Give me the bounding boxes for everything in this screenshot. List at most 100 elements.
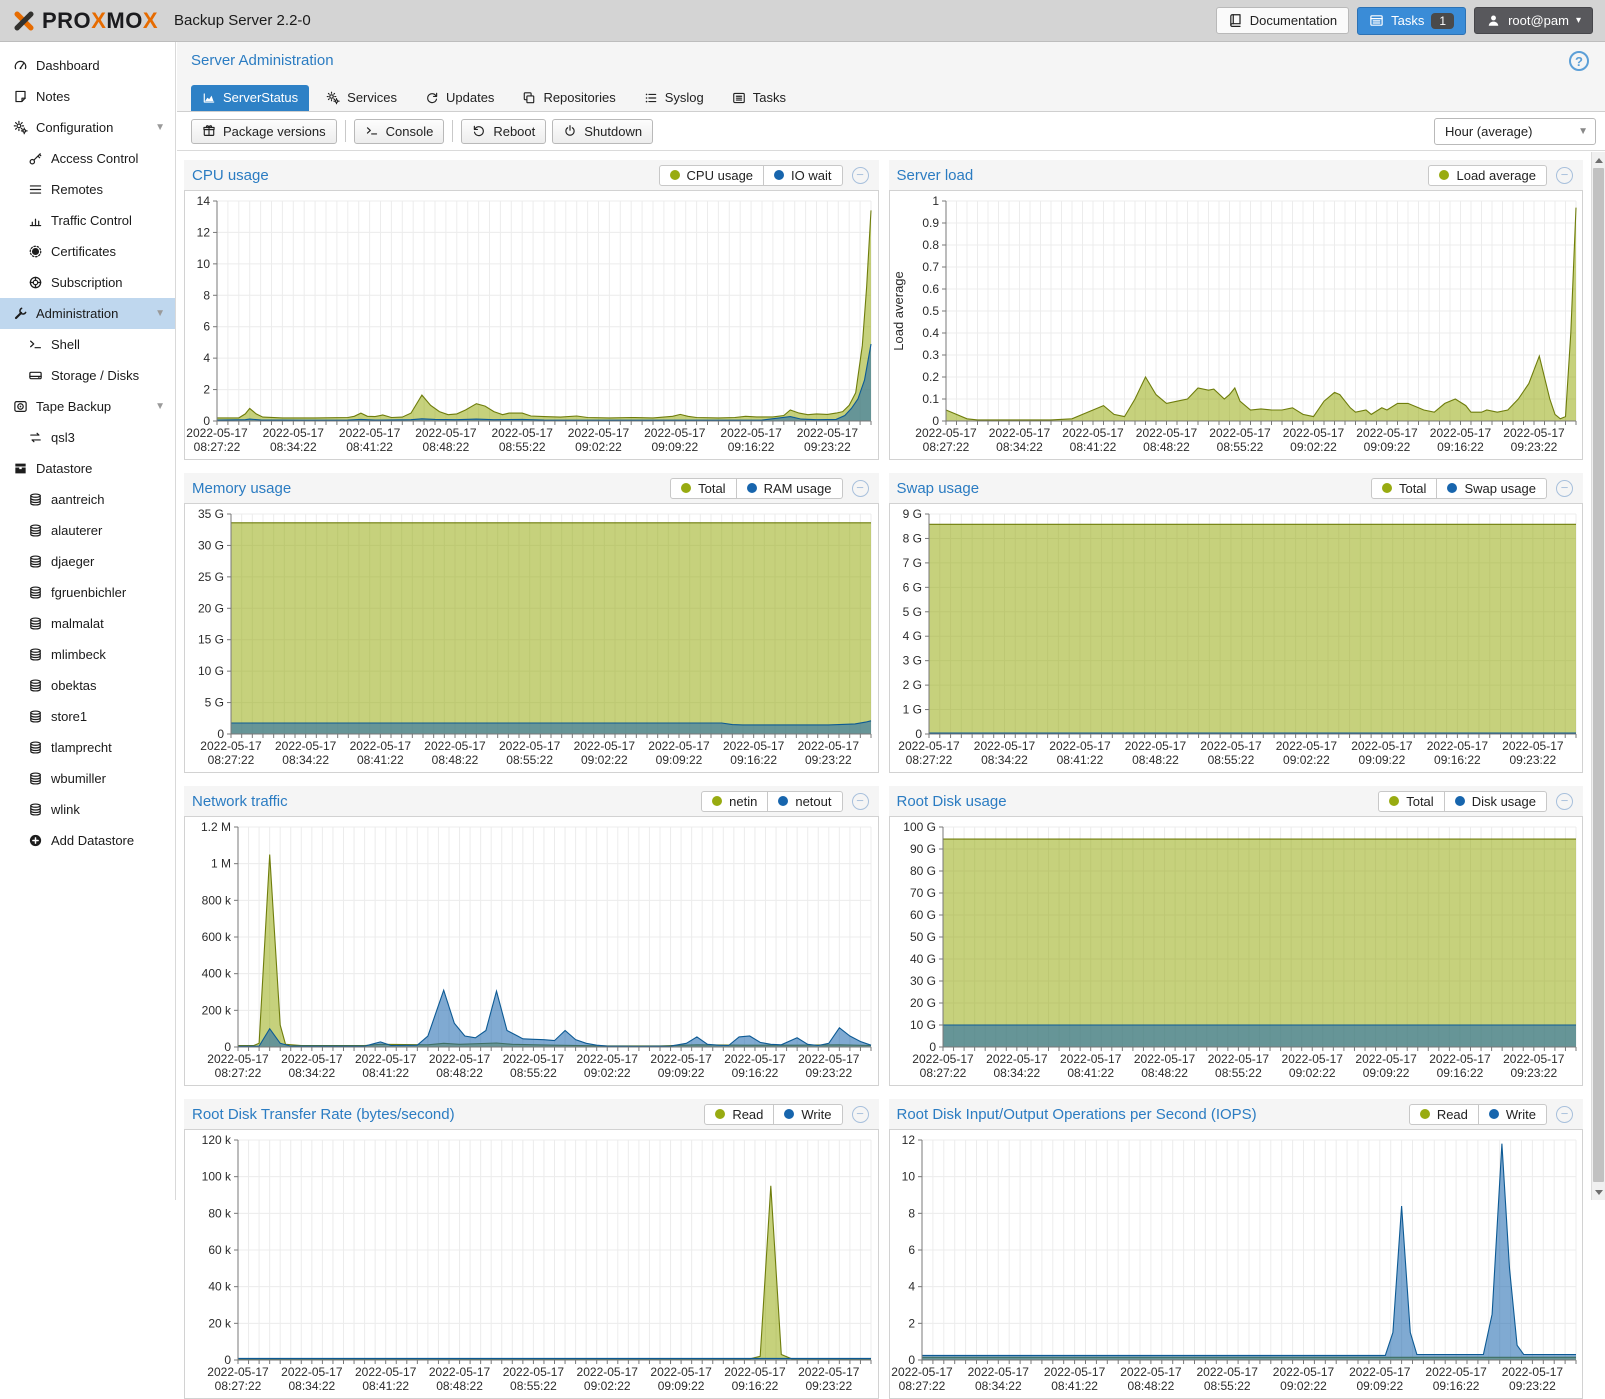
svg-text:12: 12 (901, 1133, 915, 1147)
collapse-panel-icon[interactable]: − (852, 793, 869, 810)
sidebar-item-storage-disks[interactable]: Storage / Disks (0, 360, 175, 391)
svg-text:08:34:22: 08:34:22 (974, 1379, 1021, 1393)
tab-serverstatus[interactable]: ServerStatus (191, 85, 309, 111)
sidebar-item-label: alauterer (51, 523, 102, 538)
sidebar-item-aantreich[interactable]: aantreich (0, 484, 175, 515)
sidebar-item-traffic-control[interactable]: Traffic Control (0, 205, 175, 236)
legend-write[interactable]: Write (1478, 1104, 1547, 1125)
sidebar-item-notes[interactable]: Notes (0, 81, 175, 112)
tab-syslog[interactable]: Syslog (633, 85, 715, 111)
sidebar-item-shell[interactable]: Shell (0, 329, 175, 360)
documentation-button[interactable]: Documentation (1216, 7, 1349, 34)
legend-netin[interactable]: netin (701, 791, 768, 812)
sidebar-item-alauterer[interactable]: alauterer (0, 515, 175, 546)
sidebar-item-label: Configuration (36, 120, 113, 135)
collapse-panel-icon[interactable]: − (1556, 167, 1573, 184)
legend-netout[interactable]: netout (767, 791, 842, 812)
gears-icon (326, 91, 340, 105)
sidebar-item-mlimbeck[interactable]: mlimbeck (0, 639, 175, 670)
scrollbar-thumb[interactable] (1593, 168, 1604, 1182)
chart-panel-iops: Root Disk Input/Output Operations per Se… (889, 1099, 1584, 1399)
sidebar-item-configuration[interactable]: Configuration ▼ (0, 112, 175, 143)
tab-repositories[interactable]: Repositories (511, 85, 626, 111)
legend-total[interactable]: Total (1371, 478, 1437, 499)
collapse-caret-icon[interactable]: ▼ (155, 308, 165, 319)
sidebar-item-add-datastore[interactable]: Add Datastore (0, 825, 175, 856)
help-icon[interactable]: ? (1569, 51, 1589, 71)
sidebar-item-fgruenbichler[interactable]: fgruenbichler (0, 577, 175, 608)
svg-text:08:34:22: 08:34:22 (288, 1066, 335, 1080)
shutdown-button[interactable]: Shutdown (552, 119, 653, 144)
sidebar-item-tlamprecht[interactable]: tlamprecht (0, 732, 175, 763)
sidebar-item-wbumiller[interactable]: wbumiller (0, 763, 175, 794)
reboot-button[interactable]: Reboot (461, 119, 546, 144)
legend-total[interactable]: Total (670, 478, 736, 499)
legend-disk-usage[interactable]: Disk usage (1444, 791, 1547, 812)
legend-io-wait[interactable]: IO wait (763, 165, 842, 186)
svg-text:2022-05-17: 2022-05-17 (503, 1052, 565, 1066)
scroll-down-icon[interactable] (1592, 1185, 1605, 1199)
tab-updates[interactable]: Updates (414, 85, 505, 111)
svg-text:0.7: 0.7 (922, 260, 939, 274)
legend-write[interactable]: Write (773, 1104, 842, 1125)
sidebar-item-wlink[interactable]: wlink (0, 794, 175, 825)
sidebar-item-qsl3[interactable]: qsl3 (0, 422, 175, 453)
sidebar-item-label: Administration (36, 306, 118, 321)
tasks-button[interactable]: Tasks 1 (1357, 7, 1466, 35)
timeframe-select[interactable]: Hour (average) ▼ (1434, 118, 1596, 145)
svg-text:600 k: 600 k (202, 930, 232, 944)
collapse-panel-icon[interactable]: − (852, 1106, 869, 1123)
legend-cpu-usage[interactable]: CPU usage (659, 165, 764, 186)
collapse-caret-icon[interactable]: ▼ (155, 401, 165, 412)
legend-read[interactable]: Read (704, 1104, 774, 1125)
sidebar-item-malmalat[interactable]: malmalat (0, 608, 175, 639)
legend-total[interactable]: Total (1378, 791, 1444, 812)
legend-read[interactable]: Read (1409, 1104, 1479, 1125)
collapse-panel-icon[interactable]: − (852, 167, 869, 184)
collapse-panel-icon[interactable]: − (1556, 1106, 1573, 1123)
vertical-scrollbar[interactable] (1591, 152, 1605, 1200)
sidebar-item-label: Shell (51, 337, 80, 352)
legend-swap-usage[interactable]: Swap usage (1436, 478, 1547, 499)
svg-text:2022-05-17: 2022-05-17 (207, 1052, 269, 1066)
app-header: PROXMOX Backup Server 2.2-0 Documentatio… (0, 0, 1605, 42)
svg-text:2022-05-17: 2022-05-17 (1207, 1052, 1269, 1066)
chart-area-icon (202, 91, 216, 105)
collapse-caret-icon[interactable]: ▼ (155, 122, 165, 133)
sidebar-item-datastore[interactable]: Datastore (0, 453, 175, 484)
sidebar-item-dashboard[interactable]: Dashboard (0, 50, 175, 81)
svg-text:5 G: 5 G (902, 605, 921, 619)
svg-text:2022-05-17: 2022-05-17 (973, 739, 1035, 753)
proxmox-x-logo-icon (10, 7, 38, 35)
collapse-panel-icon[interactable]: − (1556, 793, 1573, 810)
tasks-icon (1369, 13, 1384, 28)
tab-services[interactable]: Services (315, 85, 408, 111)
sidebar-item-subscription[interactable]: Subscription (0, 267, 175, 298)
svg-text:09:16:22: 09:16:22 (732, 1066, 779, 1080)
sidebar-item-tape-backup[interactable]: Tape Backup▼ (0, 391, 175, 422)
sidebar-item-access-control[interactable]: Access Control (0, 143, 175, 174)
sidebar-item-obektas[interactable]: obektas (0, 670, 175, 701)
chart-title: Root Disk Transfer Rate (bytes/second) (192, 1106, 455, 1123)
package-versions-button[interactable]: Package versions (191, 119, 337, 144)
svg-text:2022-05-17: 2022-05-17 (186, 426, 248, 440)
tab-tasks[interactable]: Tasks (721, 85, 797, 111)
sidebar-item-store1[interactable]: store1 (0, 701, 175, 732)
sidebar-item-administration[interactable]: Administration ▼ (0, 298, 175, 329)
svg-text:2022-05-17: 2022-05-17 (724, 1365, 786, 1379)
collapse-panel-icon[interactable]: − (852, 480, 869, 497)
collapse-panel-icon[interactable]: − (1556, 480, 1573, 497)
scroll-up-icon[interactable] (1592, 153, 1605, 167)
sidebar-item-djaeger[interactable]: djaeger (0, 546, 175, 577)
sidebar-item-remotes[interactable]: Remotes (0, 174, 175, 205)
sidebar-item-certificates[interactable]: Certificates (0, 236, 175, 267)
console-button[interactable]: Console (354, 119, 445, 144)
svg-text:2022-05-17: 2022-05-17 (720, 426, 782, 440)
refresh-icon (425, 91, 439, 105)
database-icon (27, 740, 44, 755)
user-menu-button[interactable]: root@pam ▾ (1474, 7, 1593, 34)
legend-ram-usage[interactable]: RAM usage (736, 478, 843, 499)
legend-load-average[interactable]: Load average (1428, 165, 1547, 186)
